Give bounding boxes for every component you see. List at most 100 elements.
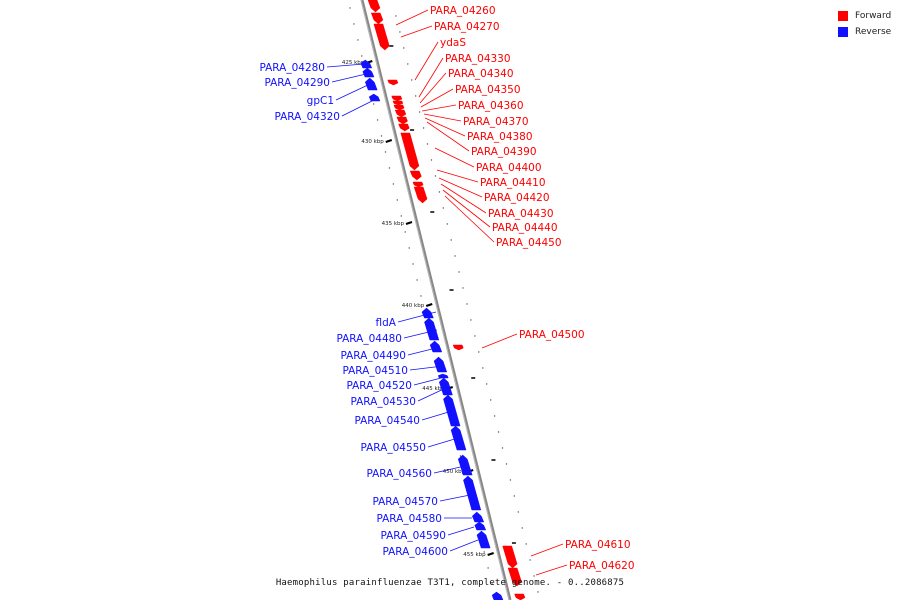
reverse-leader-line: [427, 437, 459, 448]
forward-gene: [391, 95, 403, 102]
tick-label: 455 kbp: [463, 552, 486, 558]
tick-mark: [385, 139, 393, 143]
scale-dot: [396, 199, 398, 201]
forward-gene: [507, 567, 522, 587]
reverse-gene-label: PARA_04320: [274, 111, 340, 123]
scale-dot: [487, 567, 489, 569]
scale-dot: [376, 119, 379, 121]
tick-label: 440 kbp: [402, 303, 425, 309]
scale-dot: [388, 167, 391, 169]
tick-label: 430 kbp: [361, 139, 384, 145]
forward-gene: [413, 186, 428, 204]
scale-dot: [537, 591, 539, 593]
reverse-leader-line: [449, 539, 479, 552]
forward-gene-label: PARA_04420: [484, 192, 550, 204]
gene-labels: PARA_04260 PARA_04270 ydaS PARA_04330 PARA_0…: [259, 5, 634, 572]
forward-gene-label: PARA_04350: [455, 84, 521, 96]
scale-dot: [493, 415, 496, 417]
reverse-gene: [424, 317, 440, 341]
forward-leader-line: [481, 333, 518, 349]
scale-dot: [415, 95, 417, 97]
forward-leader-line: [444, 195, 495, 243]
reverse-gene-label: PARA_04580: [376, 513, 442, 525]
tick-label: 445 kbp: [422, 386, 445, 392]
scale-dot: [442, 207, 444, 209]
scale-dot: [483, 551, 485, 553]
reverse-leader-line: [397, 311, 437, 323]
reverse-leader-line: [447, 526, 475, 536]
reverse-gene: [443, 394, 461, 427]
reverse-gene-label: PARA_04570: [372, 496, 438, 508]
forward-gene-label: PARA_04390: [471, 146, 537, 158]
scale-dot: [521, 527, 523, 529]
scale-dot: [486, 383, 488, 385]
forward-leader-line: [424, 117, 466, 137]
forward-leader-line: [434, 147, 475, 168]
scale-dot: [517, 511, 519, 513]
reverse-leader-line: [439, 494, 471, 502]
forward-leader-line: [442, 189, 491, 228]
forward-gene-label: PARA_04260: [430, 5, 496, 17]
scale-dot: [446, 223, 448, 225]
scale-dot: [470, 319, 472, 321]
reverse-gene: [474, 521, 487, 531]
legend-reverse: Reverse: [838, 25, 891, 39]
scale-dot: [505, 463, 508, 465]
reverse-gene-label: PARA_04560: [366, 468, 432, 480]
genome-caption: Haemophilus parainfluenzae T3T1, complet…: [275, 578, 625, 588]
genome-axis: [360, 0, 512, 600]
reverse-gene: [438, 377, 453, 396]
reverse-leader-line: [409, 365, 444, 371]
reverse-gene: [463, 475, 482, 511]
forward-gene-label: PARA_04370: [463, 116, 529, 128]
scale-dot: [349, 7, 351, 9]
reverse-gene-label: PARA_04480: [336, 333, 402, 345]
reverse-gene-label: PARA_04540: [354, 415, 420, 427]
scale-dot: [491, 583, 493, 585]
reverse-gene: [368, 93, 381, 102]
forward-leader-line: [530, 543, 564, 557]
gene-features: [360, 0, 526, 600]
legend-reverse-swatch: [838, 27, 848, 37]
forward-leader-line: [440, 183, 487, 214]
reverse-gene: [471, 511, 485, 523]
reverse-leader-line: [335, 83, 371, 101]
reverse-gene-label: PARA_04550: [360, 442, 426, 454]
scale-dot: [509, 479, 512, 481]
scale-dot: [408, 247, 410, 249]
reverse-leader-line: [433, 465, 466, 474]
forward-gene-label: PARA_04410: [480, 177, 546, 189]
reverse-leader-line: [417, 386, 449, 402]
forward-leader-line: [421, 104, 457, 112]
scale-dot: [395, 15, 397, 17]
reverse-gene-label: PARA_04510: [342, 365, 408, 377]
reverse-gene-label: PARA_04290: [264, 77, 330, 89]
forward-gene-label: PARA_04340: [448, 68, 514, 80]
forward-gene-label: PARA_04620: [569, 560, 635, 572]
scale-dot: [411, 79, 413, 81]
legend: Forward Reverse: [838, 9, 891, 41]
legend-forward: Forward: [838, 9, 891, 23]
scale-dot: [416, 279, 418, 281]
reverse-gene-label: PARA_04600: [382, 546, 448, 558]
genome-axis-highlight: [360, 0, 510, 600]
scale-dot: [533, 575, 535, 577]
scale-dot: [420, 295, 422, 297]
reverse-gene-label: fldA: [376, 317, 397, 329]
reverse-leader-line: [413, 376, 446, 386]
scale-dot: [466, 303, 468, 305]
forward-gene-label: PARA_04500: [519, 329, 585, 341]
forward-gene-label: PARA_04450: [496, 237, 562, 249]
scale-dot: [501, 447, 504, 449]
reverse-gene-label: PARA_04520: [346, 380, 412, 392]
reverse-leader-line: [326, 63, 365, 68]
scale-dot: [430, 159, 433, 161]
scale-dot: [482, 367, 484, 369]
scale-dot: [454, 255, 456, 257]
label-leader-lines: [326, 9, 568, 576]
scale-dot: [403, 47, 405, 49]
reverse-leader-line: [331, 73, 367, 83]
forward-leader-line: [436, 169, 479, 183]
legend-reverse-label: Reverse: [855, 27, 892, 37]
